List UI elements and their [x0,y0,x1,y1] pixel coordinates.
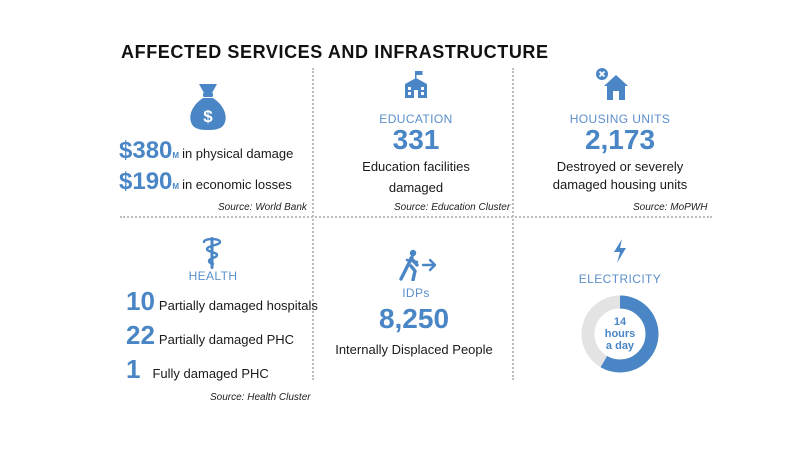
health-item: 1 Fully damaged PHC [126,354,269,385]
health-label: Fully damaged PHC [152,366,269,381]
health-label: Partially damaged PHC [158,332,295,347]
money-bag-icon: $ [189,80,227,132]
donut-fill [581,295,659,373]
damaged-house-icon [594,66,630,102]
divider-vertical-2 [512,68,514,380]
person-leaving-icon [399,249,439,282]
divider-horizontal [120,216,712,218]
health-source: Source: Health Cluster [210,392,311,403]
donut-label: 14 hours a day [580,316,660,352]
damage-item: $190 M in economic losses [119,168,292,196]
housing-desc-line2: damaged housing units [552,177,688,192]
education-value: 331 [392,124,440,155]
damage-suffix: M [172,182,180,191]
caduceus-icon [201,236,223,270]
lightning-icon [612,239,628,263]
damage-source: Source: World Bank [218,202,307,213]
housing-source: Source: MoPWH [633,202,708,213]
education-desc-line2: damaged [388,180,444,195]
housing-desc-line1: Destroyed or severely [556,159,684,174]
electricity-category: ELECTRICITY [578,272,662,286]
health-item: 22 Partially damaged PHC [126,320,294,351]
damage-label: in physical damage [182,146,294,161]
idps-value: 8,250 [378,303,450,334]
idps-desc: Internally Displaced People [335,342,493,357]
donut-label-line3: a day [605,340,635,352]
housing-value: 2,173 [584,124,656,155]
health-category: HEALTH [188,269,238,283]
donut-label-line1: 14 [613,316,627,328]
page-title: AFFECTED SERVICES AND INFRASTRUCTURE [121,42,549,62]
idps-category: IDPs [402,286,430,300]
housing-category: HOUSING UNITS [569,112,671,126]
education-desc-line1: Education facilities [362,159,470,174]
school-icon [401,70,431,100]
education-category: EDUCATION [379,112,453,126]
damage-label: in economic losses [182,177,292,192]
damage-value: $190 [119,168,173,195]
damage-value: $380 [119,137,173,164]
divider-vertical-1 [312,68,314,380]
damage-item: $380 M in physical damage [119,137,293,165]
education-source: Source: Education Cluster [394,202,511,213]
health-label: Partially damaged hospitals [158,298,318,313]
health-value: 22 [126,320,155,350]
damage-suffix: M [172,151,180,160]
health-value: 1 [126,354,141,384]
health-item: 10 Partially damaged hospitals [126,286,318,317]
electricity-donut: 14 hours a day [580,294,660,374]
svg-text:$: $ [203,107,213,126]
donut-label-line2: hours [604,328,636,340]
health-value: 10 [126,286,155,316]
